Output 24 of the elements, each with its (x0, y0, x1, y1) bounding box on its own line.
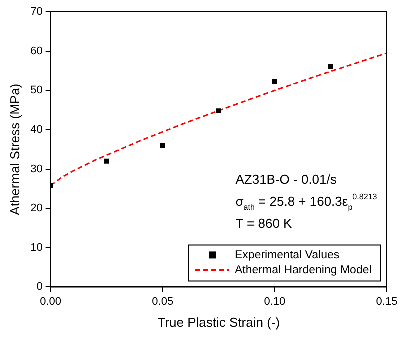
annotation: AZ31B-O - 0.01/s (236, 172, 338, 187)
x-tick-label: 0.00 (40, 296, 62, 308)
y-tick-label: 20 (30, 202, 43, 215)
annotation: T = 860 K (236, 216, 293, 231)
point (272, 79, 278, 84)
y-tick-label: 0 (36, 281, 43, 294)
y-tick-label: 30 (30, 163, 43, 176)
point (104, 158, 110, 164)
point (160, 143, 166, 148)
point (328, 64, 334, 70)
y-tick-label: 40 (30, 124, 43, 136)
legend-label: Athermal Hardening Model (235, 264, 372, 276)
y-tick-label: 60 (30, 45, 43, 58)
x-tick-label: 0.15 (376, 296, 398, 308)
legend-label: Experimental Values (235, 249, 340, 262)
x-tick-label: 0.05 (152, 296, 174, 308)
y-tick-label: 10 (30, 242, 43, 254)
x-tick-label: 0.10 (264, 296, 286, 308)
line-series (50, 52, 387, 187)
y-axis-title: Athermal Stress (MPa) (7, 84, 22, 216)
point (216, 108, 222, 114)
y-tick-label: 50 (30, 84, 43, 97)
x-axis-title: True Plastic Strain (-) (158, 314, 280, 330)
y-tick-label: 70 (30, 6, 43, 18)
